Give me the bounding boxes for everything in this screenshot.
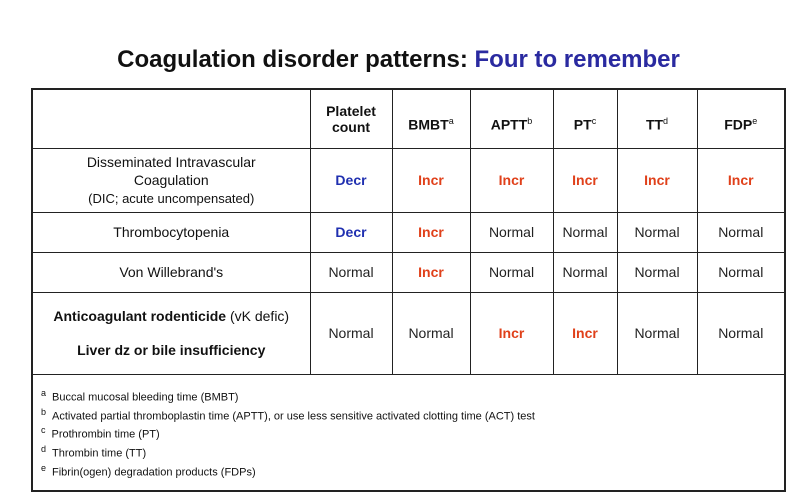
footnote-text: Activated partial thromboplastin time (A… [52,410,535,423]
table-row: Von Willebrand's Normal Incr Normal Norm… [33,251,784,293]
footnote-mark: c [41,425,46,436]
title-accent: Four to remember [474,46,680,73]
col-platelet-line2: count [331,118,371,135]
col-platelet-count: Platelet count [309,90,393,149]
cell-value: Normal [469,251,554,293]
table-row: Disseminated Intravascular Coagulation (… [33,147,784,213]
row-label-von-willebrands: Von Willebrand's [33,251,311,293]
row-label-anticoagulant: Anticoagulant rodenticide [53,308,227,324]
page-title: Coagulation disorder patterns: Four to r… [0,46,797,74]
footnote-e: e Fibrin(ogen) degradation products (FDPs… [41,461,781,480]
cell-value: Incr [469,147,554,213]
cell-value: Normal [616,251,698,293]
footnote-text: Buccal mucosal bleeding time (BMBT) [52,391,239,404]
footnote-b: b Activated partial thromboplastin time (… [41,405,781,424]
col-aptt-sup: b [527,116,533,127]
cell-value: Incr [616,147,698,213]
row-label-anticoagulant-liver: Anticoagulant rodenticide (vK defic) Liv… [33,291,311,375]
cell-value: Incr [696,147,784,213]
title-main: Coagulation disorder patterns: [117,46,468,73]
cell-value: Normal [391,291,471,375]
cell-value: Incr [552,147,618,213]
footnote-text: Thrombin time (TT) [52,447,147,460]
col-tt: TTd [616,90,698,149]
table-row: Anticoagulant rodenticide (vK defic) Liv… [33,291,784,375]
cell-value: Incr [391,147,471,213]
footnote-mark: e [41,462,47,473]
row-label-liver: Liver dz or bile insufficiency [77,342,266,358]
footnote-text: Prothrombin time (PT) [51,428,160,441]
col-tt-sup: d [663,116,669,127]
coagulation-table-frame: Platelet count BMBTa APTTb PTc TTd FDPe … [31,88,786,492]
cell-value: Normal [552,211,618,253]
footnote-mark: a [41,388,47,398]
row-label-dic: Disseminated Intravascular Coagulation (… [33,147,311,213]
col-aptt: APTTb [469,90,554,149]
cell-value: Normal [309,291,393,375]
col-pt: PTc [552,90,618,149]
cell-value: Incr [391,211,471,253]
footnote-text: Fibrin(ogen) degradation products (FDPs) [52,466,256,479]
col-bmbt-sup: a [448,116,454,127]
cell-value: Normal [696,211,784,253]
col-platelet-line1: Platelet [326,102,376,119]
footnotes: a Buccal mucosal bleeding time (BMBT) b Ac… [41,386,781,479]
col-pt-sup: c [591,116,597,127]
cell-value: Normal [469,211,554,253]
header-corner [33,90,311,149]
cell-value: Decr [309,147,393,213]
col-fdp-label: FDP [724,117,753,134]
row-label-line: Coagulation [133,171,209,188]
cell-value: Normal [616,211,698,253]
col-aptt-label: APTT [490,117,528,134]
header-row: Platelet count BMBTa APTTb PTc TTd FDPe [33,90,784,149]
coagulation-table: Platelet count BMBTa APTTb PTc TTd FDPe … [33,90,784,375]
cell-value: Incr [391,251,471,293]
footnote-a: a Buccal mucosal bleeding time (BMBT) [41,386,781,405]
col-fdp-sup: e [752,116,758,127]
row-label-vk-defic: (vK defic) [226,308,290,324]
row-label-thrombocytopenia: Thrombocytopenia [33,211,311,253]
footnote-mark: b [41,406,47,417]
col-fdp: FDPe [696,90,784,149]
cell-value: Incr [552,291,618,375]
footnote-c: c Prothrombin time (PT) [41,423,781,442]
cell-value: Decr [309,211,393,253]
col-bmbt-label: BMBT [408,117,449,134]
col-tt-label: TT [645,117,664,134]
row-label-line: (DIC; acute uncompensated) [88,190,255,206]
row-label-line: Disseminated Intravascular [86,153,256,170]
cell-value: Normal [309,251,393,293]
cell-value: Normal [696,251,784,293]
cell-value: Incr [469,291,554,375]
table-row: Thrombocytopenia Decr Incr Normal Normal… [33,211,784,253]
cell-value: Normal [696,291,784,375]
footnote-d: d Thrombin time (TT) [41,442,781,461]
cell-value: Normal [552,251,618,293]
col-bmbt: BMBTa [391,90,471,149]
col-pt-label: PT [573,117,592,134]
footnote-mark: d [41,443,47,454]
cell-value: Normal [616,291,698,375]
